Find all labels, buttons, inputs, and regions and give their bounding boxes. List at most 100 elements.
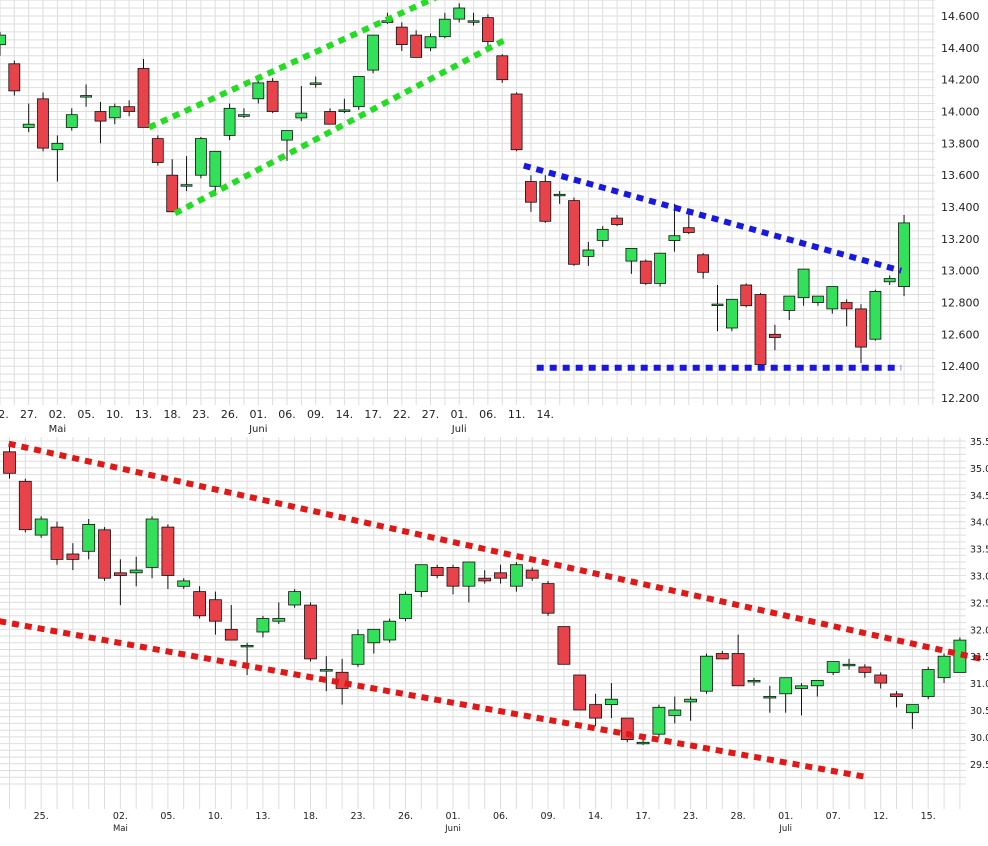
x-axis: 25. 02. 05. 10. 13. 18. 23. 26. 01. 06. 09. 14. 17. 2…	[34, 811, 936, 834]
candle	[937, 653, 951, 684]
candle-body-up	[309, 82, 322, 85]
candle-body-down	[114, 572, 127, 576]
candle-body-up	[108, 106, 121, 119]
x-tick-label: 23.	[350, 811, 365, 822]
candle-body-up	[783, 295, 796, 311]
x-tick-label: 09.	[307, 408, 325, 421]
candle-body-up	[779, 677, 793, 695]
x-tick-label: 07.	[826, 811, 841, 822]
candle	[810, 679, 824, 697]
candle-body-up	[438, 18, 451, 38]
candle-body-up	[252, 82, 265, 100]
candle-body-down	[697, 254, 709, 273]
candle	[0, 31, 6, 56]
candle-body-down	[568, 200, 580, 265]
candle-body-up	[80, 95, 92, 98]
candle	[779, 677, 793, 713]
candle	[898, 214, 910, 297]
candles	[3, 446, 967, 745]
candle	[123, 100, 136, 117]
candle	[209, 150, 222, 196]
candle	[711, 284, 724, 332]
candle-body-down	[858, 666, 872, 673]
candle	[65, 108, 78, 131]
x-tick-label: 06.	[278, 408, 296, 421]
y-tick-label: 33.0	[970, 572, 988, 583]
candle-body-up	[684, 698, 697, 703]
candle-body-up	[700, 655, 713, 692]
candle-body-down	[496, 55, 509, 81]
candle	[430, 564, 444, 579]
candle	[256, 615, 270, 638]
candle-body-up	[51, 142, 64, 151]
candle	[272, 602, 286, 624]
candle	[351, 629, 365, 667]
candle-body-up	[237, 114, 250, 117]
candle-body-up	[351, 634, 365, 665]
candle-body-up	[812, 295, 824, 303]
candle	[467, 12, 480, 26]
candle-body-down	[446, 566, 460, 587]
x-tick-label: 05.	[77, 408, 95, 421]
candle	[611, 214, 623, 227]
candle	[481, 14, 494, 50]
candle-body-down	[731, 653, 745, 687]
candle-body-up	[797, 268, 810, 299]
candle-body-down	[478, 577, 492, 582]
candle-body-up	[0, 34, 6, 46]
y-tick-label: 33.5	[970, 545, 988, 556]
candle-body-down	[639, 260, 652, 284]
candle-body-up	[414, 564, 428, 592]
candle-body-down	[8, 63, 21, 92]
candle-body-up	[367, 628, 381, 644]
candle-body-up	[553, 193, 566, 197]
candle-body-up	[654, 252, 666, 284]
candle	[304, 602, 317, 662]
x-tick-label: 06.	[479, 408, 497, 421]
candle-body-up	[826, 286, 839, 310]
month-label: Juli	[451, 424, 467, 435]
candle	[568, 197, 580, 266]
x-tick-label: 26.	[221, 408, 239, 421]
candle-body-up	[288, 591, 302, 606]
candle-body-down	[754, 294, 767, 365]
y-tick-label: 30.5	[970, 706, 988, 717]
candle-body-down	[494, 572, 507, 579]
x-tick-label: 18.	[163, 408, 181, 421]
x-tick-label: 01.	[445, 811, 460, 822]
candle-body-up	[22, 123, 35, 128]
candle	[953, 637, 967, 673]
candle	[747, 677, 761, 686]
candle-body-down	[37, 98, 49, 149]
candle-body-down	[208, 599, 222, 622]
candle-body-down	[94, 111, 107, 122]
y-tick-label: 31.0	[970, 679, 988, 690]
grid	[0, 437, 966, 809]
candle-body-up	[65, 114, 78, 128]
candle	[589, 693, 602, 727]
candle-body-down	[98, 529, 111, 579]
candle	[509, 562, 523, 592]
candle	[161, 524, 175, 589]
y-axis: 29.5 30.0 30.5 31.0 31.5 32.0 32.5 33.0 33.5 34.0…	[970, 437, 988, 771]
candle-body-down	[557, 626, 571, 665]
candle-body-down	[166, 174, 179, 213]
candle	[98, 527, 111, 581]
y-tick-label: 35.5	[970, 437, 988, 448]
candle	[769, 324, 781, 351]
x-tick-label: 14.	[588, 811, 603, 822]
candle	[840, 299, 853, 327]
candle-body-up	[209, 150, 222, 187]
candle-body-up	[453, 7, 466, 20]
candle-body-down	[715, 653, 729, 660]
candle	[763, 685, 777, 713]
candle	[582, 242, 595, 266]
y-tick-label: 29.5	[970, 760, 988, 771]
candle-body-up	[295, 112, 308, 119]
candle	[726, 298, 738, 332]
x-tick-label: 17.	[636, 811, 651, 822]
y-tick-label: 30.0	[970, 733, 988, 744]
x-tick-label: 13.	[255, 811, 270, 822]
month-label: Mai	[113, 824, 128, 834]
candle-body-up	[424, 36, 437, 49]
